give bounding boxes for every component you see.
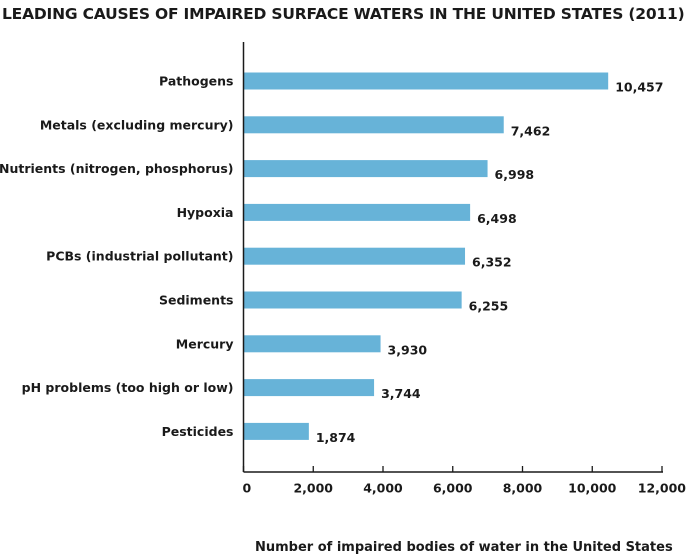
category-label-1: Metals (excluding mercury) [40,117,234,132]
bar-5 [243,291,462,309]
x-axis-title: Number of impaired bodies of water in th… [255,540,673,555]
bar-4 [243,247,466,265]
x-tick-label-4: 8,000 [503,481,543,496]
x-tick-label-2: 4,000 [363,481,403,496]
axes-layer: 0 2,000 4,000 6,000 8,000 10,000 12,000 [243,42,687,496]
category-label-4: PCBs (industrial pollutant) [46,249,233,264]
value-label-2: 6,998 [495,167,535,182]
bar-0 [243,72,609,90]
x-tick-label-0: 0 [243,481,252,496]
value-label-3: 6,498 [477,211,517,226]
chart-title: LEADING CAUSES OF IMPAIRED SURFACE WATER… [2,5,685,23]
bar-3 [243,203,471,221]
value-label-1: 7,462 [511,123,551,138]
value-label-4: 6,352 [472,255,512,270]
x-tick-label-1: 2,000 [293,481,333,496]
category-label-8: Pesticides [162,424,234,439]
bar-1 [243,116,504,134]
value-label-0: 10,457 [615,80,663,95]
bar-8 [243,422,309,440]
x-tick-label-6: 12,000 [638,481,687,496]
category-label-6: Mercury [176,336,234,351]
bar-7 [243,379,375,397]
value-label-5: 6,255 [469,299,509,314]
x-tick-label-5: 10,000 [568,481,617,496]
bar-2 [243,160,488,178]
value-label-7: 3,744 [381,386,421,401]
category-label-3: Hypoxia [177,205,234,220]
bars-layer: Pathogens 10,457 Metals (excluding mercury… [0,72,663,445]
category-label-5: Sediments [159,293,234,308]
value-label-8: 1,874 [316,430,356,445]
category-label-2: Nutrients (nitrogen, phosphorus) [0,161,234,176]
x-tick-label-3: 6,000 [433,481,473,496]
category-label-7: pH problems (too high or low) [22,380,234,395]
value-label-6: 3,930 [388,342,428,357]
category-label-0: Pathogens [159,74,234,89]
bar-6 [243,335,381,353]
